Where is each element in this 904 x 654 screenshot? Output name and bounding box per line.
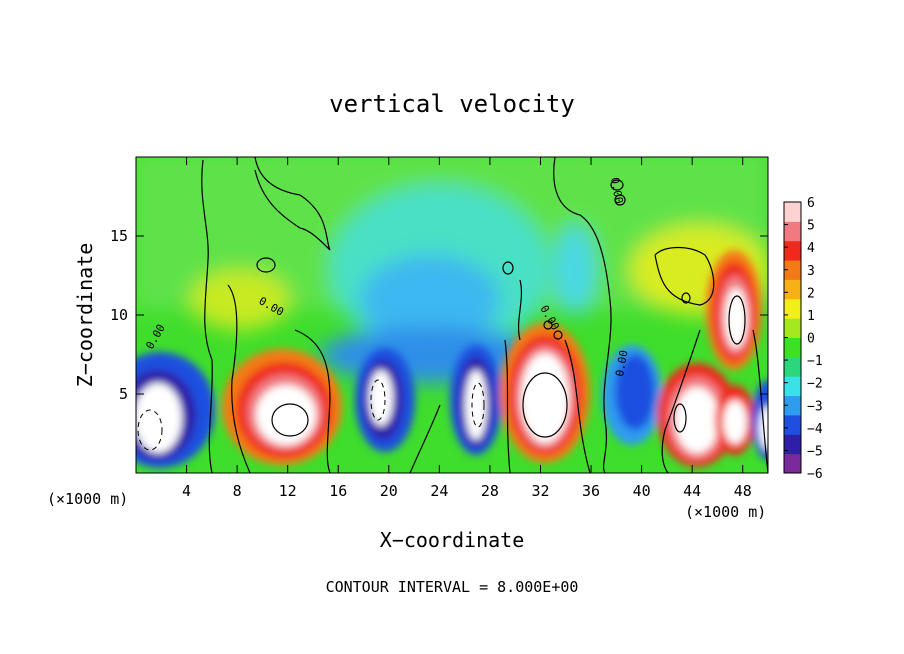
contour-zero-line [254,157,331,251]
contour-small-loop [681,292,691,304]
colorbar-swatch [784,337,801,358]
x-axis-label: X−coordinate [380,528,525,552]
colorbar-tick-label: 3 [807,264,815,279]
contour-zero-line [201,159,213,473]
plot-area: 0.00 0.00 0.00 0.00 0.00 [136,157,768,473]
y-tick-label: 10 [110,306,128,324]
colorbar-swatch [784,240,801,261]
colorbar-swatch [784,395,801,416]
y-axis-label: Z−coordinate [73,243,97,388]
contour-zero-line [661,329,701,473]
contour-zero-line [752,329,768,473]
contour-negative-loop [137,409,163,451]
colorbar: 6 5 4 3 2 1 0 −1 −2 −3 −4 −5 −6 [783,196,823,482]
colorbar-tick-label: 6 [807,196,815,211]
contour-small-loop [614,194,626,206]
cell-x47-lower-white [723,400,747,444]
x-tick-label: 8 [233,482,242,500]
contour-zero-line [553,157,612,473]
contour-lines [201,157,768,473]
contour-positive-loop [673,403,687,433]
contour-zero-line [294,329,331,473]
cell-x39-down-core [615,354,655,430]
colorbar-tick-label: −1 [807,354,823,369]
y-axis: 5 10 15 [110,227,768,403]
colorbar-swatch [784,202,801,222]
cell-x47-up-white [725,288,747,348]
x-tick-label: 28 [481,482,499,500]
colorbar-tick-label: −5 [807,444,823,459]
contour-label: 0.00 [613,349,630,377]
upper-cyan-core [360,255,500,345]
cyan-streak [555,225,595,315]
contour-zero-line [227,284,251,473]
x-tick-label: 40 [633,482,651,500]
contour-negative-loop [471,382,485,428]
colorbar-swatch [784,414,801,435]
contour-small-loop [502,261,514,275]
contour-positive-loop [522,372,568,438]
x-unit-right: (×1000 m) [685,503,766,521]
field-cells-layer [136,250,768,468]
colorbar-tick-label: 4 [807,241,815,256]
colorbar-swatch [784,434,801,455]
contour-interval-note: CONTOUR INTERVAL = 8.000E+00 [326,578,579,596]
contour-negative-loop [370,379,386,421]
colorbar-tick-label: 1 [807,309,815,324]
x-unit-left: (×1000 m) [47,490,128,508]
colorbar-tick-label: −4 [807,422,823,437]
contour-zero-line [564,339,591,473]
colorbar-tick-label: 5 [807,219,815,234]
x-axis: 4 8 12 16 20 24 28 32 36 40 44 48 [182,157,752,500]
colorbar-tick-label: −3 [807,399,823,414]
x-tick-label: 12 [279,482,297,500]
colorbar-swatch [784,279,801,300]
y-tick-label: 5 [119,385,128,403]
cell-x26-down-white [465,370,487,440]
x-tick-label: 20 [380,482,398,500]
contour-small-loop [543,320,553,330]
x-tick-label: 44 [683,482,701,500]
cell-x44-up-white [675,387,719,453]
field-smooth-layer [136,157,768,383]
colorbar-tick-label: −6 [807,467,823,482]
contour-zero-line [504,339,511,473]
contour-positive-loop [271,403,309,437]
colorbar-tick-label: 0 [807,332,815,347]
colorbar-swatch [784,318,801,338]
contour-small-loop [610,179,624,191]
colorbar-tick-label: −2 [807,377,823,392]
x-tick-label: 48 [734,482,752,500]
cell-x19-down-white [369,370,393,426]
x-tick-label: 32 [531,482,549,500]
colorbar-swatch [784,356,801,377]
left-upper-yellow [190,270,290,330]
colorbar-tick-label: 2 [807,286,815,301]
colorbar-swatch [784,376,801,397]
cell-x12-up-white [256,385,316,445]
contour-positive-loop [728,295,746,345]
colorbar-swatch [784,298,801,319]
contour-zero-line [409,404,441,473]
x-tick-label: 16 [329,482,347,500]
colorbar-swatch [784,221,801,242]
x-tick-label: 24 [430,482,448,500]
contour-negative-lines [137,379,485,451]
x-tick-label: 36 [582,482,600,500]
contour-zero-line [517,279,523,341]
contour-small-loop [553,330,563,340]
chart-title: vertical velocity [329,90,575,118]
y-tick-label: 15 [110,227,128,245]
contour-zero-line [654,246,715,306]
contour-small-loop [256,257,276,273]
cell-left-down-white [136,383,182,453]
contour-label: 0.00 [608,176,625,204]
colorbar-swatch [784,260,801,280]
colorbar-swatch [784,453,801,474]
x-tick-label: 4 [182,482,191,500]
cell-x32-up-white [521,353,569,443]
